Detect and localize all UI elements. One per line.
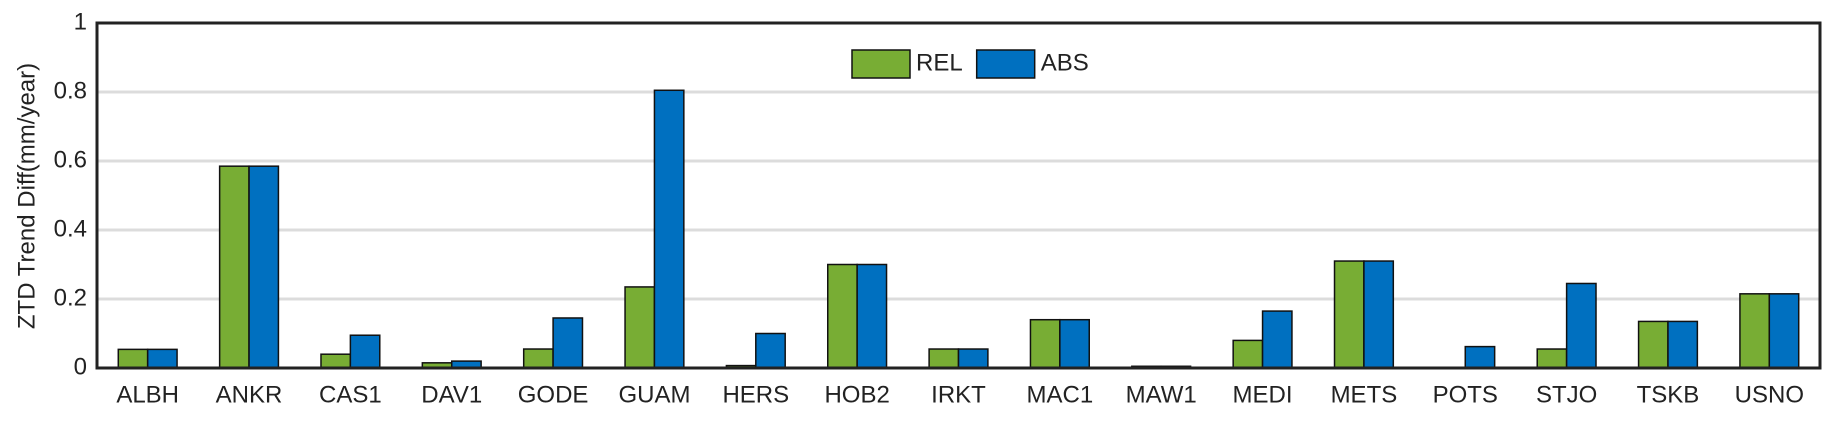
- bar: [552, 317, 584, 369]
- bar: [1059, 318, 1090, 369]
- x-tick-label: STJO: [1536, 381, 1597, 408]
- bar: [755, 332, 786, 369]
- legend-swatch: [975, 49, 1036, 79]
- y-tick-label: 0.6: [54, 146, 87, 173]
- x-tick-label: ANKR: [216, 381, 283, 408]
- x-tick-label: DAV1: [421, 381, 482, 408]
- x-tick-label: USNO: [1735, 381, 1804, 408]
- bar: [117, 348, 149, 369]
- bar: [248, 165, 280, 369]
- bar: [1464, 345, 1496, 369]
- bar: [1565, 282, 1597, 369]
- bar: [1536, 348, 1568, 369]
- bar: [653, 89, 685, 369]
- y-tick-label: 1: [74, 8, 87, 35]
- x-tick-label: POTS: [1433, 381, 1498, 408]
- x-tick-label: METS: [1331, 381, 1398, 408]
- bar: [1261, 310, 1293, 369]
- y-tick-label: 0: [74, 353, 87, 380]
- plot-frame: [95, 21, 1822, 370]
- x-tick-label: HOB2: [824, 381, 889, 408]
- legend-label: REL: [916, 49, 963, 76]
- bar: [624, 286, 656, 369]
- legend-label: ABS: [1041, 49, 1089, 76]
- bar: [1363, 260, 1395, 369]
- x-tick-label: TSKB: [1637, 381, 1700, 408]
- x-tick-label: MAC1: [1027, 381, 1094, 408]
- bar: [320, 353, 352, 369]
- x-tick-label: GODE: [518, 381, 589, 408]
- y-tick-label: 0.2: [54, 284, 87, 311]
- bar: [1029, 318, 1061, 369]
- x-tick-label: HERS: [722, 381, 789, 408]
- bar: [349, 334, 381, 369]
- y-axis-label: ZTD Trend Diff(mm/year): [13, 63, 40, 329]
- bar: [928, 348, 960, 369]
- bar: [218, 165, 250, 369]
- bar: [522, 348, 554, 369]
- x-tick-label: IRKT: [931, 381, 986, 408]
- bar: [957, 348, 989, 369]
- bar: [1768, 293, 1800, 369]
- bar: [1667, 320, 1699, 369]
- legend-swatch: [851, 49, 911, 79]
- y-tick-label: 0.4: [54, 215, 87, 242]
- y-tick-label: 0.8: [54, 77, 87, 104]
- bar: [827, 263, 858, 369]
- bar: [856, 263, 888, 369]
- x-tick-label: ALBH: [116, 381, 179, 408]
- x-tick-label: CAS1: [319, 381, 382, 408]
- bar: [1739, 293, 1771, 369]
- bar: [1232, 339, 1264, 369]
- bar: [1333, 260, 1365, 369]
- x-tick-label: MAW1: [1126, 381, 1197, 408]
- bar: [1637, 320, 1669, 369]
- x-tick-label: GUAM: [618, 381, 690, 408]
- x-tick-label: MEDI: [1233, 381, 1293, 408]
- bar: [146, 348, 178, 369]
